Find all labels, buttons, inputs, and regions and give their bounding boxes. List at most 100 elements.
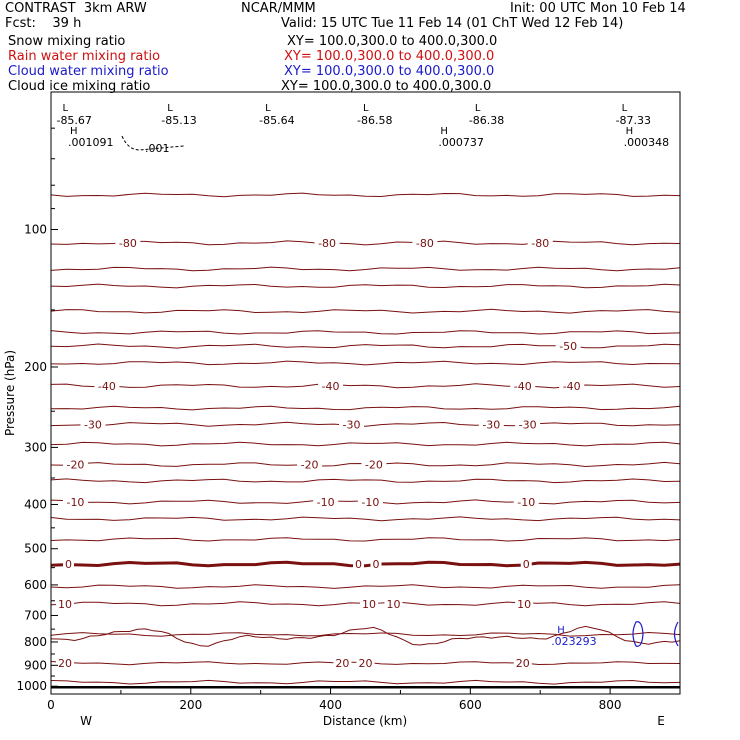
isotherm-line xyxy=(50,360,681,366)
isotherm-label-bg xyxy=(515,418,541,431)
y-tick-label: 900 xyxy=(24,658,47,672)
high-value-label: .001091 xyxy=(68,136,114,149)
isotherm-line xyxy=(50,283,681,289)
isotherm-label-bg xyxy=(513,495,539,508)
isotherm-label: -20 xyxy=(301,458,319,471)
isotherm-label-bg xyxy=(353,557,365,570)
forecast-hour: Fcst: 39 h xyxy=(5,16,82,31)
isotherm-line xyxy=(50,330,681,335)
low-marker: L xyxy=(363,103,369,114)
isotherm-label: 10 xyxy=(517,598,531,611)
isotherm-line xyxy=(50,343,681,349)
isotherm-label: -10 xyxy=(66,496,84,509)
y-tick-label: 700 xyxy=(24,608,47,622)
isotherm-label: 20 xyxy=(516,657,530,670)
y-axis-title: Pressure (hPa) xyxy=(3,350,17,436)
isotherm-label: -30 xyxy=(343,418,361,431)
isotherm-label-bg xyxy=(80,418,106,431)
y-tick-label: 100 xyxy=(24,222,47,236)
isotherm-label-bg xyxy=(314,236,340,249)
isotherm-label: -80 xyxy=(318,237,336,250)
isotherm-label-bg xyxy=(55,597,74,610)
isotherm-label-bg xyxy=(55,657,74,670)
isotherm-label-bg xyxy=(357,495,383,508)
ice-contour-label: .001 xyxy=(145,142,170,155)
isotherm-label-bg xyxy=(62,458,88,471)
isotherm-line xyxy=(50,560,681,568)
isotherm-line xyxy=(50,405,681,411)
isotherm-label-bg xyxy=(297,458,323,471)
x-axis-title: Distance (km) xyxy=(323,714,407,728)
x-axis-right-label: E xyxy=(657,714,665,728)
isotherm-label: 20 xyxy=(359,657,373,670)
x-tick-label: 200 xyxy=(179,698,202,712)
isotherm-line xyxy=(50,441,681,447)
low-value-label: -86.38 xyxy=(469,114,504,127)
isotherm-label-bg xyxy=(559,379,585,392)
isotherm-label: -10 xyxy=(361,496,379,509)
plot-frame xyxy=(50,91,681,695)
isotherm-label-bg xyxy=(513,657,532,670)
y-tick-label: 1000 xyxy=(16,679,47,693)
field-rain-xy: XY= 100.0,300.0 to 400.0,300.0 xyxy=(284,49,495,64)
isotherm-label-bg xyxy=(94,379,120,392)
isotherm-label: -50 xyxy=(559,340,577,353)
isotherm-label-bg xyxy=(356,657,375,670)
high-value-label: .000348 xyxy=(624,136,670,149)
isotherm-label-bg xyxy=(318,379,344,392)
isotherm-label: -30 xyxy=(519,418,537,431)
isotherm-label-bg xyxy=(361,458,387,471)
x-tick-label: 800 xyxy=(599,698,622,712)
isotherm-label: 20 xyxy=(58,657,72,670)
isotherm-label-bg xyxy=(412,236,438,249)
init-time: Init: 00 UTC Mon 10 Feb 14 xyxy=(510,1,686,16)
isotherm-label-bg xyxy=(313,495,339,508)
isotherm-line xyxy=(50,192,681,198)
isotherm-line xyxy=(50,631,681,637)
isotherm-label: -20 xyxy=(365,458,383,471)
y-tick-label: 600 xyxy=(24,578,47,592)
isotherm-label-bg xyxy=(478,418,504,431)
field-snow-xy: XY= 100.0,300.0 to 400.0,300.0 xyxy=(287,34,498,49)
isotherm-label-bg xyxy=(527,236,553,249)
isotherm-label-bg xyxy=(510,379,536,392)
model-title: CONTRAST 3km ARW xyxy=(5,1,147,16)
isotherm-label: 10 xyxy=(58,598,72,611)
isotherm-label: -40 xyxy=(322,380,340,393)
field-cloud-ice-xy: XY= 100.0,300.0 to 400.0,300.0 xyxy=(281,79,492,94)
x-tick-label: 0 xyxy=(47,698,55,712)
isotherm-label-bg xyxy=(384,597,403,610)
isotherm-line xyxy=(50,537,681,542)
isotherm-label: -80 xyxy=(416,237,434,250)
cloud-water-contour xyxy=(673,621,679,647)
isotherm-line xyxy=(50,584,681,589)
low-value-label: -85.67 xyxy=(56,114,91,127)
extrema-layer: L-85.67L-85.13L-85.64L-86.58L-86.38L-87.… xyxy=(56,103,679,648)
isotherm-label-bg xyxy=(520,557,532,570)
field-snow-name: Snow mixing ratio xyxy=(8,34,126,49)
isotherm-label: -30 xyxy=(482,418,500,431)
x-tick-label: 600 xyxy=(459,698,482,712)
isotherm-label-bg xyxy=(115,236,141,249)
high-marker: H xyxy=(626,126,634,137)
isotherm-layer xyxy=(50,192,681,689)
isotherm-label: -10 xyxy=(317,496,335,509)
field-cloud-water-name: Cloud water mixing ratio xyxy=(8,64,169,79)
isotherm-label: 10 xyxy=(386,598,400,611)
isotherm-line xyxy=(50,516,681,522)
isotherm-label: -30 xyxy=(84,418,102,431)
high-value-label: .000737 xyxy=(438,136,484,149)
isotherm-label: -40 xyxy=(98,380,116,393)
isotherm-label-bg xyxy=(62,557,74,570)
isotherm-label: -40 xyxy=(563,380,581,393)
field-cloud-water-xy: XY= 100.0,300.0 to 400.0,300.0 xyxy=(284,64,495,79)
contour-label-layer: -80 -80 -80 -80 -50 -40 -40 -40 -40 -30 -30 -30 -30 -… xyxy=(55,236,585,670)
low-marker: L xyxy=(265,103,271,114)
y-tick-label: 800 xyxy=(24,635,47,649)
low-value-label: -85.64 xyxy=(259,114,294,127)
isotherm-label: -20 xyxy=(66,458,84,471)
x-axis-left-label: W xyxy=(80,714,92,728)
low-value-label: -87.33 xyxy=(616,114,651,127)
isotherm-label: -10 xyxy=(517,496,535,509)
x-tick-label: 400 xyxy=(319,698,342,712)
